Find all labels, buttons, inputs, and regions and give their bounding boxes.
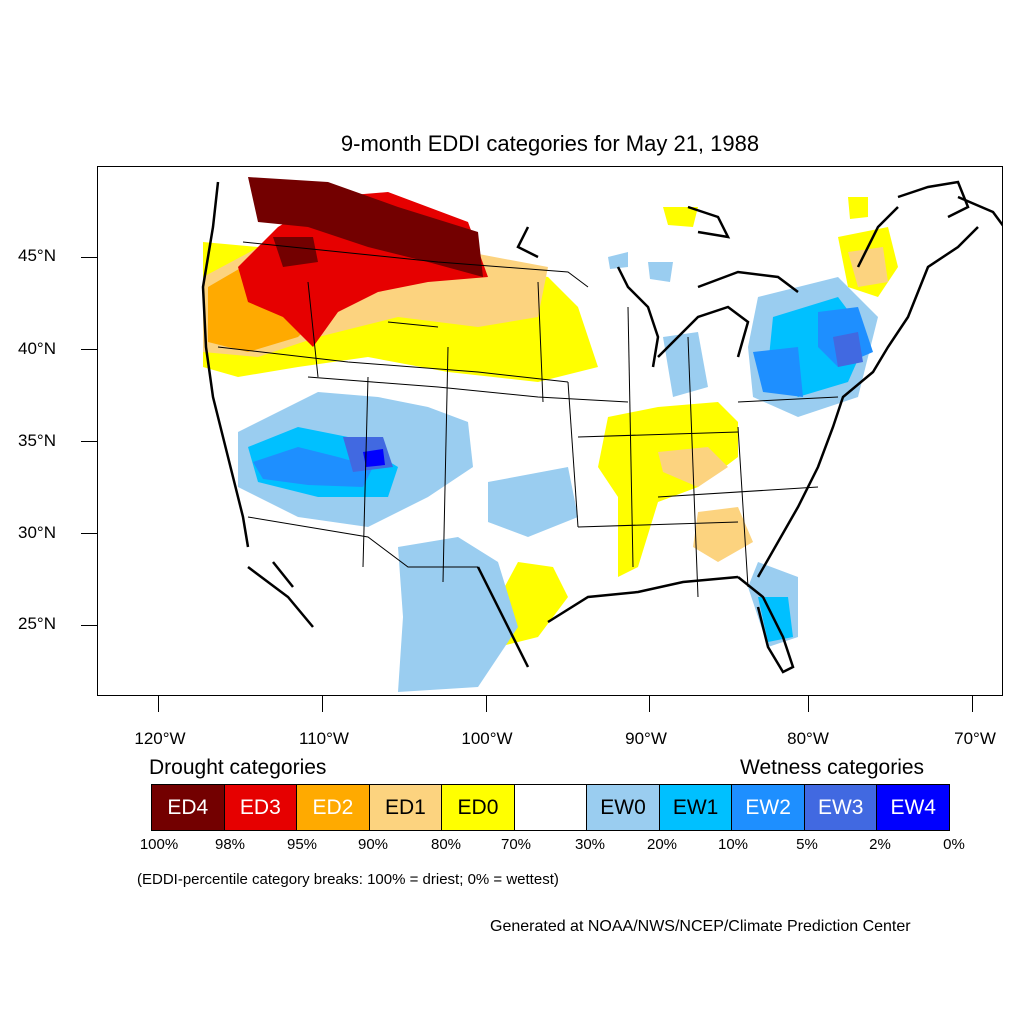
lon-tick-mark [649, 696, 650, 712]
lon-tick-mark [808, 696, 809, 712]
legend-swatch-ed2: ED2 [297, 785, 370, 830]
break-label: 80% [430, 836, 462, 853]
lat-tick-30: 30°N [18, 523, 56, 542]
drought-categories-header: Drought categories [149, 756, 327, 779]
lat-tick-mark [81, 349, 97, 350]
ew4-regions [363, 449, 385, 467]
legend-swatch-ew0: EW0 [587, 785, 660, 830]
legend-swatch-ed3: ED3 [224, 785, 298, 830]
lon-tick-mark [322, 696, 323, 712]
break-label: 98% [214, 836, 246, 853]
category-legend: ED4 ED3 ED2 ED1 ED0 EW0 EW1 EW2 EW3 EW4 [151, 784, 950, 831]
lat-tick-40: 40°N [18, 339, 56, 358]
legend-swatch-neutral [514, 785, 588, 830]
lat-tick-mark [81, 625, 97, 626]
break-label: 100% [139, 836, 179, 853]
legend-swatch-ed4: ED4 [152, 785, 225, 830]
break-label: 20% [646, 836, 678, 853]
boundaries [217, 241, 839, 598]
ed4-regions [248, 177, 483, 277]
legend-swatch-ew2: EW2 [732, 785, 805, 830]
legend-swatch-ed0: ED0 [442, 785, 515, 830]
wetness-categories-header: Wetness categories [740, 756, 925, 779]
legend-swatch-ed1: ED1 [369, 785, 443, 830]
lon-tick-100w: 100°W [461, 729, 513, 748]
category-breaks-note: (EDDI-percentile category breaks: 100% =… [137, 871, 559, 888]
break-label: 5% [796, 836, 818, 853]
credit-line: Generated at NOAA/NWS/NCEP/Climate Predi… [490, 918, 911, 935]
lat-tick-35: 35°N [18, 431, 56, 450]
lon-tick-mark [158, 696, 159, 712]
lon-tick-120w: 120°W [134, 729, 186, 748]
lon-tick-mark [486, 696, 487, 712]
lon-tick-90w: 90°W [625, 729, 667, 748]
legend-swatch-ew4: EW4 [877, 785, 950, 830]
legend-swatch-ew1: EW1 [659, 785, 733, 830]
break-label: 30% [574, 836, 606, 853]
map-panel [97, 166, 1003, 696]
lat-tick-mark [81, 533, 97, 534]
lat-tick-25: 25°N [18, 614, 56, 633]
lon-tick-mark [972, 696, 973, 712]
break-label: 95% [286, 836, 318, 853]
map-title: 9-month EDDI categories for May 21, 1988 [340, 131, 760, 156]
lon-tick-110w: 110°W [299, 729, 349, 748]
break-label: 10% [717, 836, 749, 853]
eddi-map [201, 177, 1002, 692]
coastlines [201, 180, 1002, 674]
lat-tick-mark [81, 257, 97, 258]
break-label: 2% [869, 836, 891, 853]
break-label: 90% [357, 836, 389, 853]
break-label: 0% [943, 836, 965, 853]
lon-tick-70w: 70°W [954, 729, 996, 748]
lat-tick-mark [81, 441, 97, 442]
lat-tick-45: 45°N [18, 246, 56, 265]
legend-swatch-ew3: EW3 [804, 785, 878, 830]
lon-tick-80w: 80°W [787, 729, 829, 748]
break-label: 70% [500, 836, 532, 853]
